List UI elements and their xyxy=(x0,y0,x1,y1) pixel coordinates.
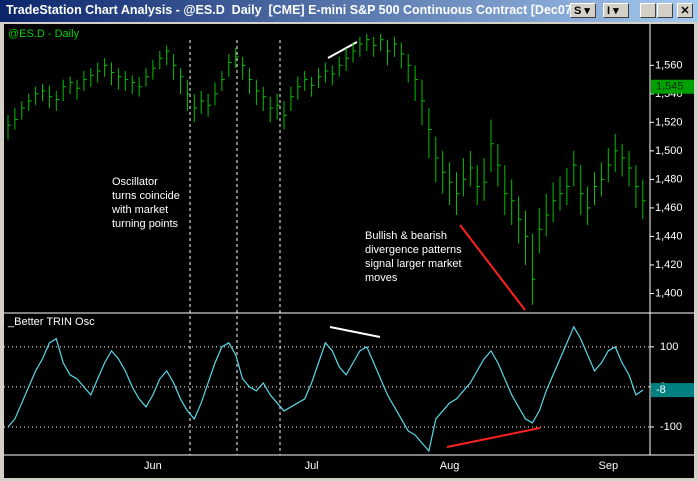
last-value-box xyxy=(651,79,694,94)
osc-title: _Better TRIN Osc xyxy=(7,316,95,328)
menu-button[interactable]: S ▾ xyxy=(570,3,596,18)
menu-button[interactable]: I ▾ xyxy=(603,3,629,18)
osc-line xyxy=(7,325,644,453)
annotation: turning points xyxy=(112,218,179,230)
y-tick-label: 1,420 xyxy=(655,259,683,271)
title-bar: TradeStation Chart Analysis - @ES.D Dail… xyxy=(0,0,698,22)
annotation: divergence patterns xyxy=(365,244,462,256)
minimize-button[interactable] xyxy=(640,3,656,18)
last-value-box xyxy=(651,383,694,398)
y-tick-label: 1,520 xyxy=(655,116,683,128)
y-tick-label: 1,460 xyxy=(655,202,683,214)
x-tick-label: Aug xyxy=(440,460,460,472)
annotation: Oscillator xyxy=(112,176,158,188)
y-tick-label: 1,560 xyxy=(655,59,683,71)
close-button[interactable]: ✕ xyxy=(677,3,693,18)
trend-line xyxy=(327,41,358,59)
last-value-label: -8 xyxy=(656,384,666,396)
last-value-label: 1,545 xyxy=(656,81,684,93)
y-tick-label: 1,400 xyxy=(655,287,683,299)
x-tick-label: Jun xyxy=(144,460,162,472)
price-title: @ES.D - Daily xyxy=(8,28,80,40)
trend-line xyxy=(446,427,541,448)
annotation: moves xyxy=(365,272,398,284)
y-tick-label: 1,480 xyxy=(655,173,683,185)
annotation: Bullish & bearish xyxy=(365,230,447,242)
menu-label: S xyxy=(574,5,582,17)
y-tick-label: 1,500 xyxy=(655,145,683,157)
trend-line xyxy=(329,326,381,338)
x-tick-label: Sep xyxy=(599,460,619,472)
annotation: with market xyxy=(111,204,168,216)
annotation: signal larger market xyxy=(365,258,462,270)
y-tick-label: 100 xyxy=(660,341,678,353)
maximize-button[interactable] xyxy=(657,3,673,18)
window-title: TradeStation Chart Analysis - @ES.D Dail… xyxy=(6,3,576,17)
menu-label: I xyxy=(607,5,611,17)
y-tick-label: -100 xyxy=(660,421,682,433)
x-tick-label: Jul xyxy=(305,460,319,472)
annotation: turns coincide xyxy=(112,190,180,202)
y-tick-label: 1,440 xyxy=(655,230,683,242)
trend-line xyxy=(459,224,526,311)
chart-background xyxy=(4,24,694,478)
